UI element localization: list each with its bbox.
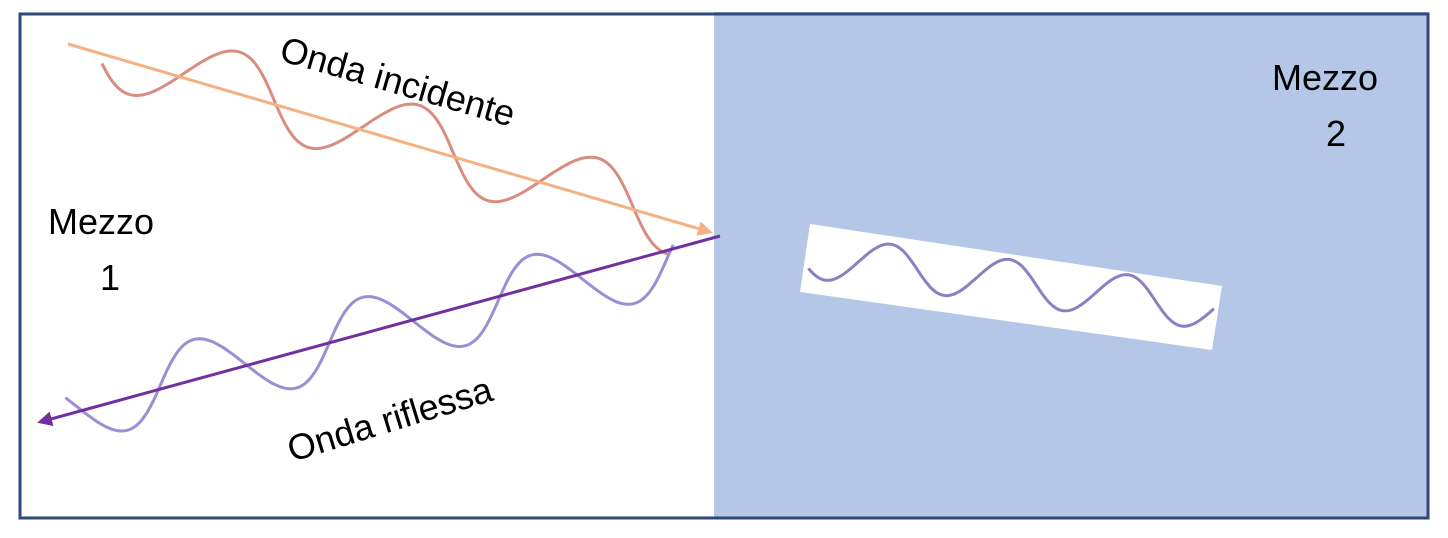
incident-wave xyxy=(100,49,671,256)
medium-1-label-line1: Mezzo xyxy=(48,201,154,242)
medium-1-label-line2: 1 xyxy=(100,257,120,298)
medium-2-label-line1: Mezzo xyxy=(1272,57,1378,98)
medium-2-label-line2: 2 xyxy=(1326,113,1346,154)
reflected-wave xyxy=(64,244,675,433)
diagram-frame xyxy=(18,12,1430,520)
medium-1-region xyxy=(20,14,714,518)
reflected-arrow xyxy=(37,234,721,427)
incident-arrow xyxy=(67,42,713,236)
transmitted-wave xyxy=(807,242,1215,328)
